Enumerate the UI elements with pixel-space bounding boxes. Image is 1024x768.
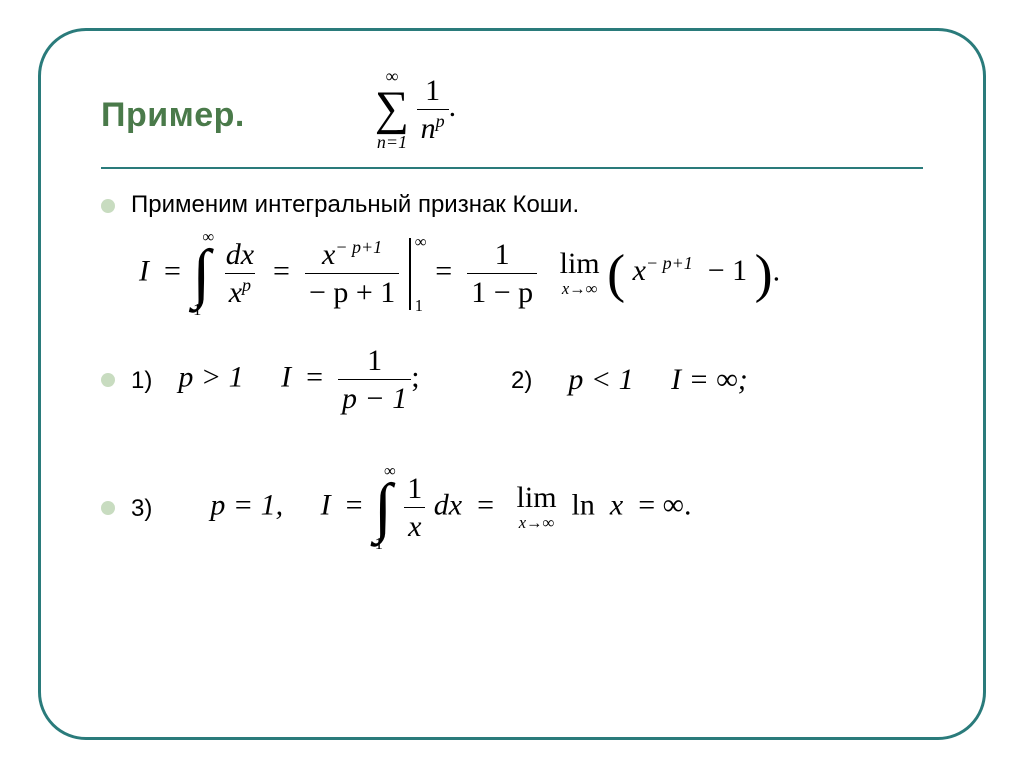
slide-title: Пример. (101, 96, 245, 135)
title-row: Пример. ∞ ∑ n=1 1 np . (41, 31, 983, 159)
sigma-op: ∞ ∑ n=1 (375, 67, 409, 151)
eval-bar: ∞ 1 (409, 238, 411, 310)
case-3-row: 3) p = 1, I = ∞ ∫ 1 1 x dx = lim (101, 463, 923, 552)
intro-text: Применим интегральный признак Коши. (131, 189, 579, 219)
slide-frame: Пример. ∞ ∑ n=1 1 np . Применим интеграл… (38, 28, 986, 740)
integrand-frac: dx xp (222, 238, 258, 309)
title-series: ∞ ∑ n=1 1 np . (375, 67, 456, 151)
bullet-icon (101, 501, 115, 515)
content-area: Применим интегральный признак Коши. I = … (41, 169, 983, 552)
case-2: 2) p < 1 I = ∞; (511, 363, 748, 397)
intro-row: Применим интегральный признак Коши. (101, 189, 923, 219)
integral-equation: I = ∞ ∫ 1 dx xp = x− p+1 − p + 1 (101, 229, 923, 318)
integral-op: ∞ ∫ 1 (188, 229, 214, 318)
series-term: 1 np (417, 74, 449, 145)
case-1: 1) p > 1 I = 1 p − 1 ; (101, 344, 511, 415)
antideriv-frac: x− p+1 − p + 1 (305, 238, 399, 309)
bullet-icon (101, 199, 115, 213)
coeff-frac: 1 1 − p (467, 238, 537, 309)
bullet-icon (101, 373, 115, 387)
case-3-math: p = 1, I = ∞ ∫ 1 1 x dx = lim x→∞ (210, 463, 691, 552)
cases-1-2: 1) p > 1 I = 1 p − 1 ; 2) p < 1 (101, 344, 923, 415)
lim-op: lim x→∞ (560, 249, 600, 298)
